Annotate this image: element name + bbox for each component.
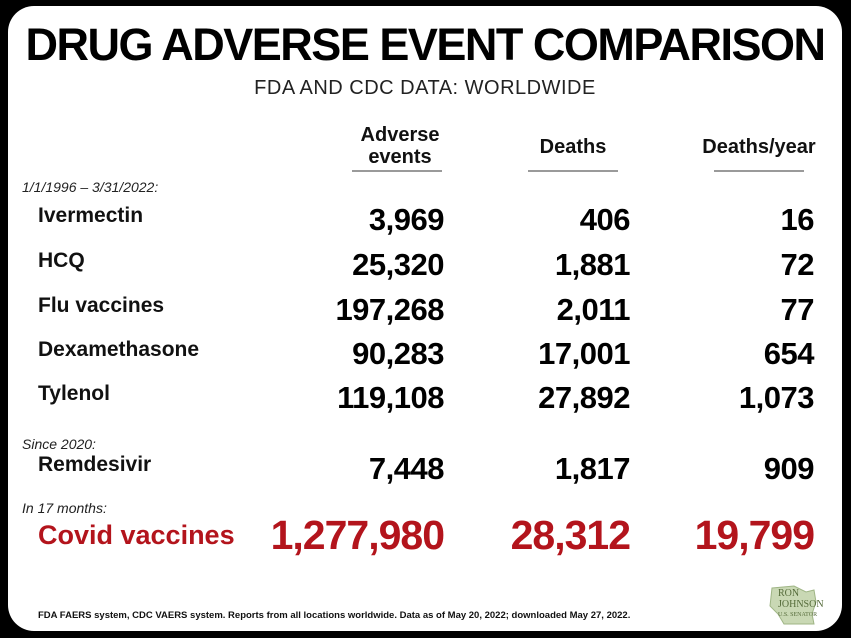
page-title: DRUG ADVERSE EVENT COMPARISON	[25, 19, 826, 70]
column-rule-adverse	[352, 170, 442, 172]
adverse-events-value: 90,283	[352, 336, 444, 371]
deaths-value: 406	[579, 202, 631, 237]
section-label: Since 2020:	[22, 436, 96, 452]
logo-text: RON JOHNSON U.S. SENATOR	[778, 588, 824, 621]
drug-name: Dexamethasone	[38, 338, 200, 361]
deaths-per-year-value: 1,073	[738, 380, 815, 415]
logo-line: U.S. SENATOR	[778, 612, 818, 618]
logo-line: RON	[778, 588, 800, 599]
drug-name: Remdesivir	[38, 453, 152, 476]
drug-name: Flu vaccines	[38, 294, 165, 317]
column-header-deaths-per-year: Deaths/year	[702, 136, 816, 158]
drug-name: HCQ	[38, 249, 85, 272]
source-footnote: FDA FAERS system, CDC VAERS system. Repo…	[38, 610, 631, 621]
adverse-events-value: 197,268	[335, 292, 444, 327]
drug-name: Covid vaccines	[38, 520, 235, 550]
page-subtitle: FDA AND CDC DATA: WORLDWIDE	[254, 77, 596, 99]
column-header-adverse-line2: events	[368, 146, 432, 168]
drug-name: Tylenol	[38, 382, 110, 405]
slide: DRUG ADVERSE EVENT COMPARISON FDA AND CD…	[8, 6, 842, 631]
deaths-value: 28,312	[510, 512, 631, 558]
adverse-events-value: 3,969	[368, 202, 445, 237]
deaths-value: 17,001	[538, 336, 630, 371]
drug-name: Ivermectin	[38, 204, 144, 227]
column-header-deaths: Deaths	[539, 136, 607, 158]
section-label: 1/1/1996 – 3/31/2022:	[22, 179, 159, 195]
deaths-per-year-value: 19,799	[694, 512, 815, 558]
senator-logo: RON JOHNSON U.S. SENATOR	[760, 584, 830, 628]
column-header-adverse-line1: Adverse	[360, 124, 440, 146]
adverse-events-value: 25,320	[352, 247, 444, 282]
section-label: In 17 months:	[22, 500, 107, 516]
column-rule-deaths-per-year	[714, 170, 804, 172]
deaths-value: 1,881	[554, 247, 631, 282]
adverse-events-value: 119,108	[337, 380, 444, 415]
deaths-per-year-value: 654	[763, 336, 815, 371]
deaths-per-year-value: 72	[780, 247, 815, 282]
logo-line: JOHNSON	[778, 599, 824, 610]
deaths-value: 27,892	[538, 380, 630, 415]
wisconsin-state-icon	[769, 585, 817, 625]
column-header-adverse-events: Adverse events	[338, 124, 462, 168]
deaths-value: 1,817	[554, 451, 631, 486]
deaths-value: 2,011	[556, 292, 631, 327]
deaths-per-year-value: 77	[780, 292, 815, 327]
adverse-events-value: 7,448	[368, 451, 445, 486]
column-rule-deaths	[528, 170, 618, 172]
deaths-per-year-value: 909	[763, 451, 815, 486]
deaths-per-year-value: 16	[780, 202, 815, 237]
adverse-events-value: 1,277,980	[270, 512, 445, 558]
